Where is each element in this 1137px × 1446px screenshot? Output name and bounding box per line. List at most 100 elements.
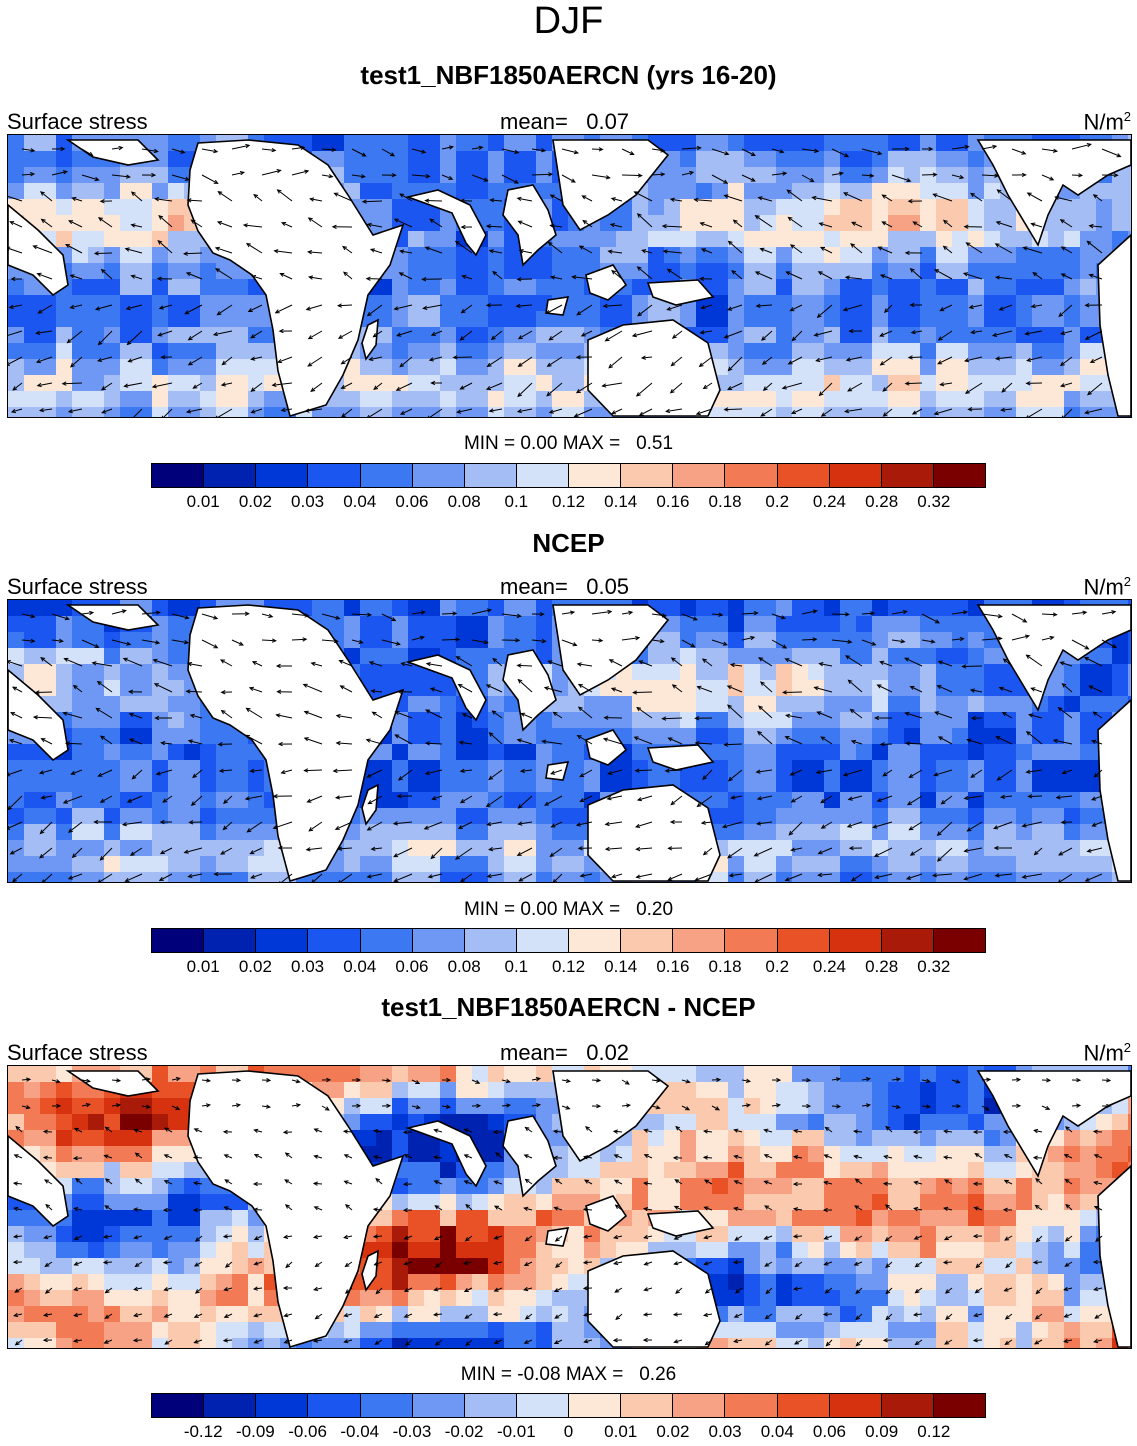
- colorbar-tick-label: 0.04: [343, 957, 377, 976]
- min-value: 0.00: [520, 433, 563, 454]
- colorbar-tick-label: 0.24: [812, 957, 846, 976]
- variable-label-model: Surface stress: [7, 109, 148, 134]
- units-label-model: N/m2: [1083, 109, 1131, 135]
- colorbar-tick-label: 0.01: [186, 957, 220, 976]
- colorbar-swatch-7: [516, 464, 569, 487]
- colorbar-tick-label: 0.28: [865, 492, 899, 511]
- mean-text: mean=: [500, 1040, 568, 1065]
- colorbar-swatch-1: [204, 929, 257, 952]
- units-base: N/m: [1083, 574, 1124, 600]
- colorbar-swatch-1: [204, 464, 257, 487]
- units-label-obs: N/m2: [1083, 574, 1131, 600]
- stress-vectors: [8, 143, 1122, 417]
- minmax-label-diff: MIN = -0.08 MAX = 0.26: [0, 1364, 1137, 1386]
- land-masses: [8, 139, 1131, 417]
- colorbar-swatch-0: [152, 464, 205, 487]
- min-text: MIN =: [463, 899, 521, 920]
- colorbar-tick-label: 0.32: [917, 957, 951, 976]
- min-value: -0.08: [517, 1364, 566, 1385]
- colorbar-swatch-15: [933, 1394, 985, 1417]
- land-masses: [8, 604, 1131, 882]
- colorbar-swatch-10: [673, 929, 726, 952]
- colorbar-tick-label: 0.16: [656, 492, 690, 511]
- colorbar-tick-label: 0.14: [604, 492, 638, 511]
- colorbar-tick-label: 0.04: [760, 1422, 794, 1441]
- colorbar-tick-label: 0.03: [291, 957, 325, 976]
- colorbar-tick-label: 0.09: [865, 1422, 899, 1441]
- min-value: 0.00: [520, 899, 563, 920]
- colorbar-swatch-5: [412, 1394, 465, 1417]
- colorbar-ticks-obs: 0.01 0.02 0.03 0.04 0.06 0.08 0.1 0.12 0.14 0.16 0…: [151, 957, 986, 977]
- colorbar-swatch-15: [933, 929, 985, 952]
- colorbar-tick-label: 0.04: [343, 492, 377, 511]
- variable-label-obs: Surface stress: [7, 574, 148, 599]
- mean-label-obs: mean= 0.05: [500, 574, 629, 600]
- colorbar-tick-label: 0.12: [551, 492, 586, 511]
- colorbar-tick-label: 0.18: [708, 492, 742, 511]
- colorbar-tick-label: -0.06: [288, 1422, 327, 1441]
- mean-label-model: mean= 0.07: [500, 109, 629, 135]
- colorbar-swatch-9: [621, 929, 674, 952]
- colorbar-swatch-12: [777, 929, 830, 952]
- colorbar-swatch-13: [829, 929, 882, 952]
- colorbar-tick-label: 0.03: [291, 492, 325, 511]
- colorbar-tick-label: 0.16: [656, 957, 690, 976]
- colorbar-tick-label: -0.04: [340, 1422, 380, 1441]
- colorbar-swatch-7: [516, 929, 569, 952]
- colorbar-swatch-2: [256, 1394, 309, 1417]
- mean-value: 0.05: [567, 574, 630, 599]
- minmax-label-obs: MIN = 0.00 MAX = 0.20: [0, 899, 1137, 921]
- colorbar-tick-label: 0.24: [812, 492, 846, 511]
- colorbar-swatch-11: [725, 1394, 778, 1417]
- min-text: MIN =: [460, 1364, 518, 1385]
- colorbar-tick-label: 0.14: [604, 957, 638, 976]
- max-text: MAX =: [562, 899, 637, 920]
- colorbar-tick-label: 0.18: [708, 957, 742, 976]
- max-value: 0.26: [639, 1364, 677, 1385]
- map-diff: [7, 1065, 1132, 1349]
- colorbar-swatch-3: [308, 1394, 361, 1417]
- colorbar-swatch-3: [308, 929, 361, 952]
- colorbar-tick-label: 0.2: [765, 492, 790, 511]
- panel-title-model: test1_NBF1850AERCN (yrs 16-20): [360, 60, 777, 90]
- colorbar-swatch-10: [673, 464, 726, 487]
- colorbar-swatch-10: [673, 1394, 726, 1417]
- colorbar-swatch-0: [152, 1394, 205, 1417]
- colorbar-model: [151, 463, 986, 488]
- colorbar-swatch-7: [516, 1394, 569, 1417]
- colorbar-tick-label: 0.1: [504, 492, 529, 511]
- minmax-label-model: MIN = 0.00 MAX = 0.51: [0, 433, 1137, 455]
- colorbar-tick-label: 0.1: [504, 957, 529, 976]
- colorbar-swatch-8: [569, 464, 622, 487]
- colorbar-tick-label: 0.32: [917, 492, 951, 511]
- colorbar-swatch-8: [569, 929, 622, 952]
- units-exponent: 2: [1123, 109, 1131, 124]
- colorbar-swatch-6: [464, 464, 517, 487]
- colorbar-swatch-3: [308, 464, 361, 487]
- colorbar-swatch-8: [569, 1394, 622, 1417]
- units-exponent: 2: [1123, 1040, 1131, 1055]
- mean-text: mean=: [500, 574, 568, 599]
- colorbar-tick-label: 0.02: [238, 492, 272, 511]
- mean-value: 0.02: [567, 1040, 630, 1065]
- colorbar-obs: [151, 928, 986, 953]
- colorbar-tick-label: 0.02: [656, 1422, 690, 1441]
- map-canvas: [8, 1066, 1131, 1348]
- colorbar-swatch-14: [881, 929, 934, 952]
- colorbar-tick-label: 0.08: [447, 957, 481, 976]
- land-masses: [8, 1070, 1131, 1348]
- colorbar-swatch-12: [777, 1394, 830, 1417]
- colorbar-swatch-9: [621, 1394, 674, 1417]
- colorbar-swatch-14: [881, 464, 934, 487]
- colorbar-tick-label: 0.2: [765, 957, 790, 976]
- units-base: N/m: [1083, 1040, 1124, 1066]
- season-title: DJF: [533, 0, 604, 42]
- colorbar-tick-label: 0.01: [604, 1422, 638, 1441]
- colorbar-swatch-6: [464, 929, 517, 952]
- max-value: 0.20: [636, 899, 674, 920]
- colorbar-tick-label: 0.06: [812, 1422, 846, 1441]
- min-text: MIN =: [463, 433, 521, 454]
- colorbar-swatch-0: [152, 929, 205, 952]
- colorbar-ticks-diff: -0.12 -0.09 -0.06 -0.04 -0.03 -0.02 -0.01 0 0.01…: [151, 1422, 986, 1442]
- colorbar-tick-label: 0.03: [708, 1422, 742, 1441]
